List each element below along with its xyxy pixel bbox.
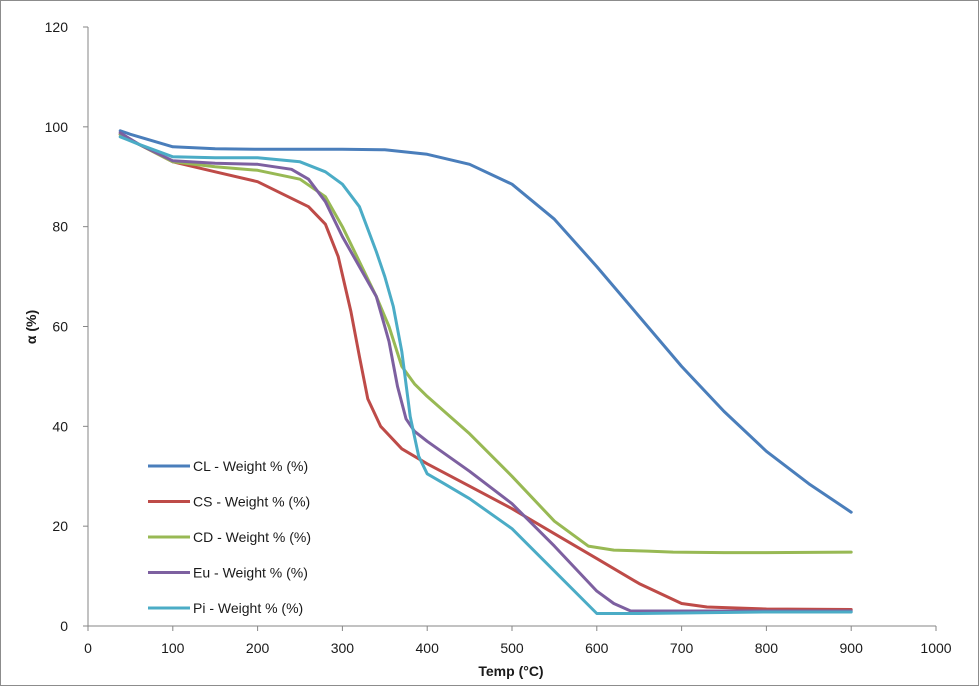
y-tick-label: 0 bbox=[60, 618, 68, 634]
x-tick-label: 600 bbox=[585, 640, 609, 656]
y-axis-title: α (%) bbox=[23, 310, 39, 344]
series-line-pi bbox=[118, 135, 853, 615]
plot-series bbox=[118, 129, 853, 615]
series-line-cl bbox=[118, 129, 853, 514]
y-tick-label: 40 bbox=[52, 418, 68, 434]
y-tick-label: 100 bbox=[45, 119, 69, 135]
series-line-cs bbox=[118, 132, 853, 611]
x-tick-label: 100 bbox=[161, 640, 185, 656]
x-tick-labels: 0 100 200 300 400 500 600 700 800 900 1000 bbox=[84, 640, 952, 656]
x-tick-label: 900 bbox=[840, 640, 864, 656]
legend-label: Pi - Weight % (%) bbox=[193, 600, 303, 616]
legend-label: CS - Weight % (%) bbox=[193, 494, 310, 510]
series-line-eu bbox=[118, 131, 853, 613]
y-tick-label: 120 bbox=[45, 19, 69, 35]
y-tick-label: 80 bbox=[52, 219, 68, 235]
y-tick-label: 60 bbox=[52, 319, 68, 335]
legend: CL - Weight % (%) CS - Weight % (%) CD - W… bbox=[148, 458, 311, 616]
legend-label: CD - Weight % (%) bbox=[193, 529, 311, 545]
axes bbox=[83, 26, 937, 631]
series-line-cd bbox=[118, 132, 853, 555]
y-tick-labels: 0 20 40 60 80 100 120 bbox=[45, 19, 69, 634]
x-axis-title: Temp (°C) bbox=[478, 663, 543, 679]
x-tick-label: 500 bbox=[500, 640, 524, 656]
legend-label: Eu - Weight % (%) bbox=[193, 565, 308, 581]
x-tick-label: 700 bbox=[670, 640, 694, 656]
x-tick-label: 800 bbox=[755, 640, 779, 656]
y-tick-label: 20 bbox=[52, 518, 68, 534]
x-tick-label: 300 bbox=[331, 640, 355, 656]
legend-label: CL - Weight % (%) bbox=[193, 458, 308, 474]
x-tick-label: 200 bbox=[246, 640, 270, 656]
x-tick-label: 0 bbox=[84, 640, 92, 656]
x-tick-label: 1000 bbox=[920, 640, 951, 656]
x-tick-label: 400 bbox=[416, 640, 440, 656]
